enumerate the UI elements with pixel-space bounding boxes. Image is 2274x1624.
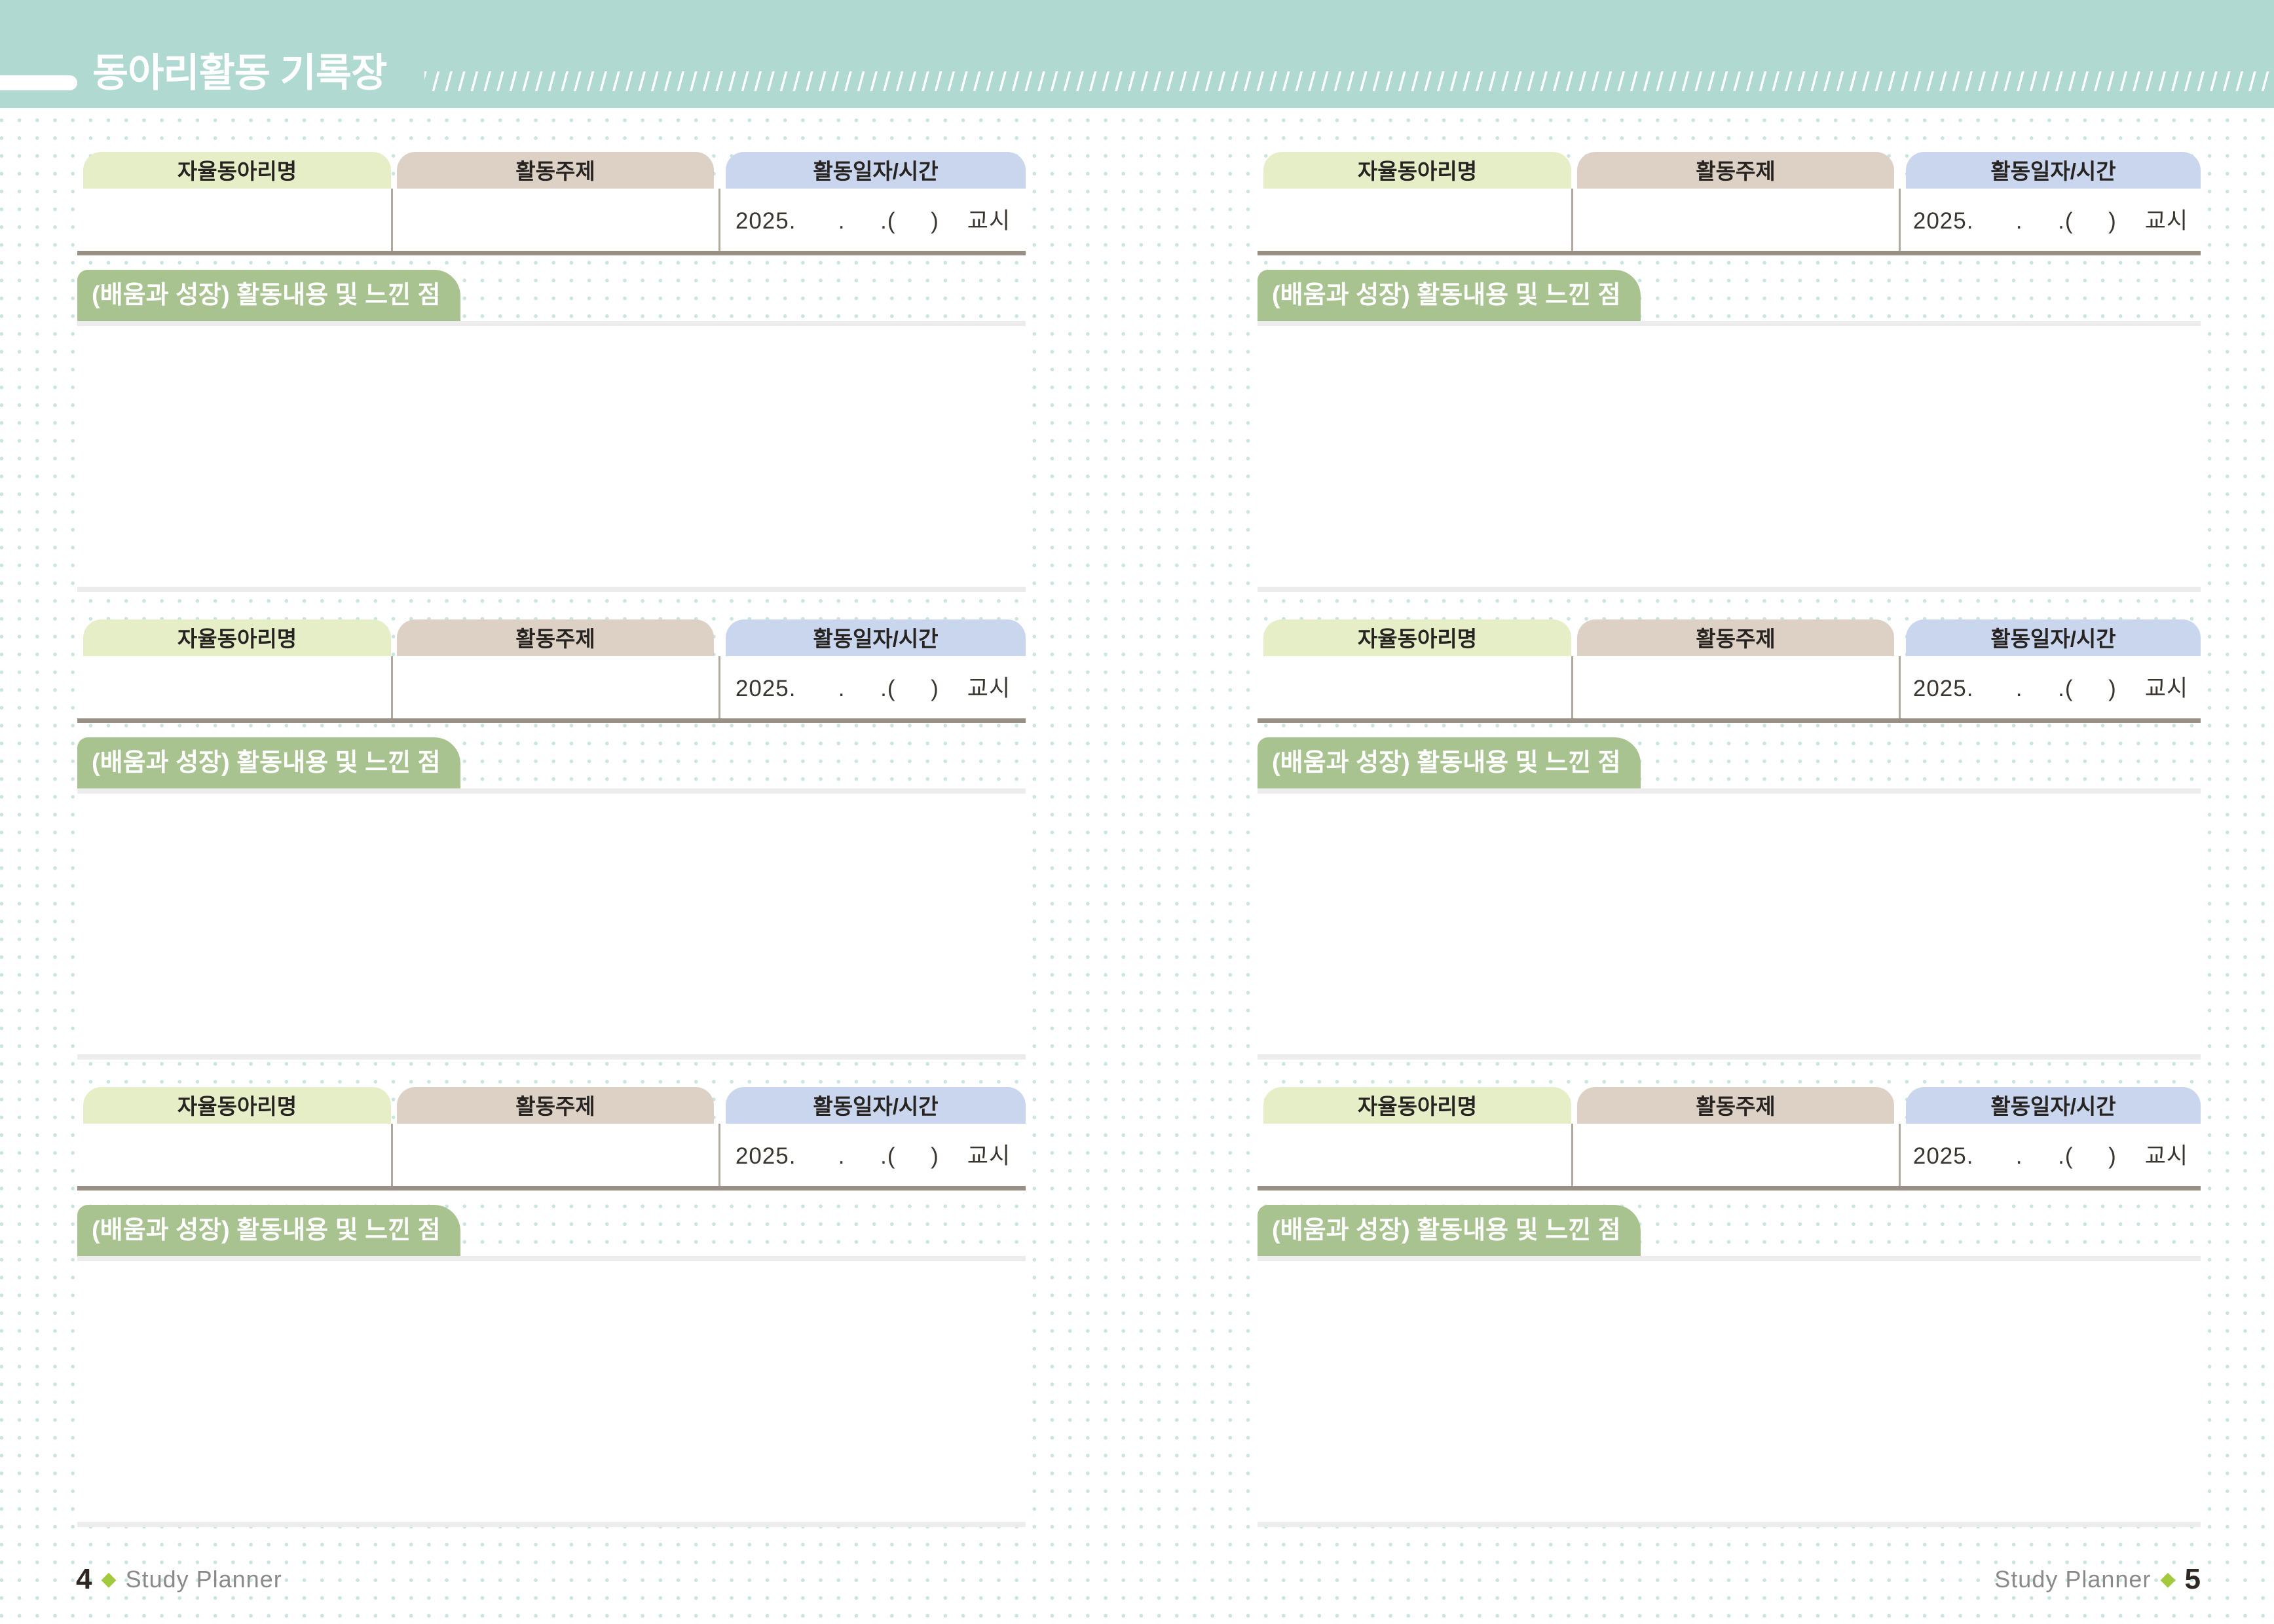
club-name-tab: 자율동아리명 [1263,1087,1571,1124]
topic-field[interactable] [1573,1124,1899,1186]
topic-tab: 활동주제 [397,619,714,656]
datetime-tab: 활동일자/시간 [726,1087,1026,1124]
date-field[interactable]: 2025. . .( ) 교시 [1901,189,2201,251]
cell-divider [1571,656,1573,718]
cell-divider [1899,189,1901,251]
notes-field[interactable] [77,321,1026,592]
date-template-text: 2025. . .( ) 교시 [1912,208,2189,234]
topic-field[interactable] [1573,656,1899,718]
record-block: 자율동아리명 활동주제 활동일자/시간 2025. . .( ) 교시 (배움과… [1258,152,2201,592]
cell-divider [391,1124,393,1186]
club-name-tab: 자율동아리명 [1263,152,1571,189]
notes-section-label: (배움과 성장) 활동내용 및 느낀 점 [1258,270,1641,321]
topic-tab: 활동주제 [397,152,714,189]
record-block: 자율동아리명 활동주제 활동일자/시간 2025. . .( ) 교시 (배움과… [1258,619,2201,1060]
topic-field[interactable] [1573,189,1899,251]
footer-right: Study Planner ◆ 5 [1994,1562,2201,1596]
header-accent-bar [0,75,77,90]
club-name-tab: 자율동아리명 [83,152,391,189]
row-bottom-border [77,251,1026,255]
cell-divider [718,1124,720,1186]
cell-divider [1571,1124,1573,1186]
datetime-tab: 활동일자/시간 [726,152,1026,189]
club-name-tab: 자율동아리명 [83,1087,391,1124]
date-field[interactable]: 2025. . .( ) 교시 [1901,656,2201,718]
topic-field[interactable] [393,189,718,251]
notes-section-label: (배움과 성장) 활동내용 및 느낀 점 [77,1205,460,1256]
record-row: 2025. . .( ) 교시 [77,656,1026,718]
date-template-text: 2025. . .( ) 교시 [735,676,1011,701]
club-name-field[interactable] [1258,1124,1571,1186]
brand-text: Study Planner [1994,1566,2152,1593]
datetime-tab: 활동일자/시간 [1906,152,2201,189]
club-name-field[interactable] [77,1124,391,1186]
row-bottom-border [77,718,1026,723]
page-right: 자율동아리명 활동주제 활동일자/시간 2025. . .( ) 교시 (배움과… [1258,152,2201,1534]
club-name-field[interactable] [77,189,391,251]
club-name-field[interactable] [1258,656,1571,718]
notes-section-label: (배움과 성장) 활동내용 및 느낀 점 [1258,737,1641,788]
topic-tab: 활동주제 [1577,152,1894,189]
cell-divider [1899,1124,1901,1186]
record-block: 자율동아리명 활동주제 활동일자/시간 2025. . .( ) 교시 (배움과… [77,152,1026,592]
page-title: 동아리활동 기록장 [92,51,387,95]
record-row: 2025. . .( ) 교시 [77,1124,1026,1186]
topic-tab: 활동주제 [397,1087,714,1124]
topic-tab: 활동주제 [1577,1087,1894,1124]
datetime-tab: 활동일자/시간 [726,619,1026,656]
cell-divider [391,189,393,251]
page-left: 자율동아리명 활동주제 활동일자/시간 2025. . .( ) 교시 (배움과… [77,152,1026,1534]
club-name-field[interactable] [1258,189,1571,251]
notes-section-label: (배움과 성장) 활동내용 및 느낀 점 [1258,1205,1641,1256]
page-number: 4 [76,1563,92,1595]
cell-divider [718,189,720,251]
record-block: 자율동아리명 활동주제 활동일자/시간 2025. . .( ) 교시 (배움과… [77,619,1026,1060]
date-field[interactable]: 2025. . .( ) 교시 [1901,1124,2201,1186]
date-template-text: 2025. . .( ) 교시 [735,208,1011,234]
record-block: 자율동아리명 활동주제 활동일자/시간 2025. . .( ) 교시 (배움과… [1258,1087,2201,1527]
topic-field[interactable] [393,1124,718,1186]
notes-field[interactable] [77,1256,1026,1527]
club-name-field[interactable] [77,656,391,718]
row-bottom-border [77,1186,1026,1190]
date-field[interactable]: 2025. . .( ) 교시 [720,189,1026,251]
topic-field[interactable] [393,656,718,718]
header-band: 동아리활동 기록장 [0,0,2274,108]
record-row: 2025. . .( ) 교시 [1258,656,2201,718]
date-template-text: 2025. . .( ) 교시 [1912,1143,2189,1169]
date-field[interactable]: 2025. . .( ) 교시 [720,1124,1026,1186]
club-name-tab: 자율동아리명 [83,619,391,656]
diamond-icon: ◆ [2160,1568,2176,1590]
topic-tab: 활동주제 [1577,619,1894,656]
record-block: 자율동아리명 활동주제 활동일자/시간 2025. . .( ) 교시 (배움과… [77,1087,1026,1527]
cell-divider [1571,189,1573,251]
notes-field[interactable] [1258,1256,2201,1527]
cell-divider [391,656,393,718]
row-bottom-border [1258,1186,2201,1190]
row-bottom-border [1258,718,2201,723]
record-row: 2025. . .( ) 교시 [77,189,1026,251]
date-template-text: 2025. . .( ) 교시 [1912,676,2189,701]
date-template-text: 2025. . .( ) 교시 [735,1143,1011,1169]
notes-section-label: (배움과 성장) 활동내용 및 느낀 점 [77,737,460,788]
diagonal-stripes-decoration [424,71,2274,91]
row-bottom-border [1258,251,2201,255]
notes-field[interactable] [77,788,1026,1060]
record-row: 2025. . .( ) 교시 [1258,1124,2201,1186]
datetime-tab: 활동일자/시간 [1906,1087,2201,1124]
club-name-tab: 자율동아리명 [1263,619,1571,656]
page-number: 5 [2184,1563,2201,1595]
brand-text: Study Planner [125,1566,282,1593]
cell-divider [1899,656,1901,718]
diamond-icon: ◆ [101,1568,117,1590]
notes-section-label: (배움과 성장) 활동내용 및 느낀 점 [77,270,460,321]
cell-divider [718,656,720,718]
record-row: 2025. . .( ) 교시 [1258,189,2201,251]
date-field[interactable]: 2025. . .( ) 교시 [720,656,1026,718]
notes-field[interactable] [1258,321,2201,592]
notes-field[interactable] [1258,788,2201,1060]
footer-left: 4 ◆ Study Planner [76,1562,282,1596]
datetime-tab: 활동일자/시간 [1906,619,2201,656]
